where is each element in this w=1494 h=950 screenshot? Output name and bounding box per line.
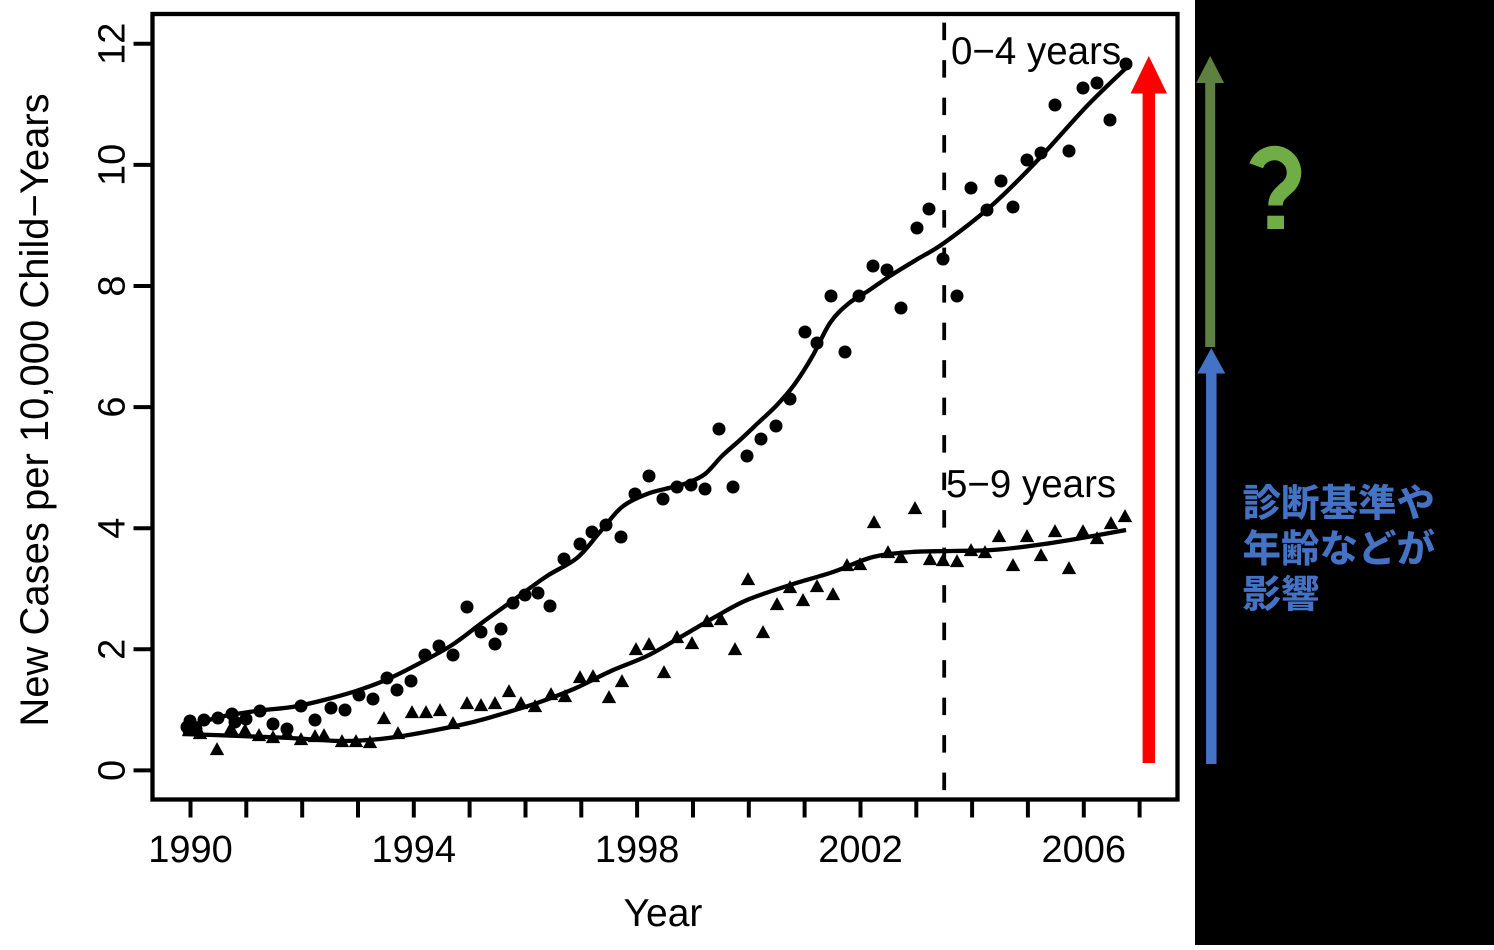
svg-text:0: 0: [92, 760, 134, 781]
svg-text:Year: Year: [624, 892, 703, 935]
svg-text:2006: 2006: [1042, 829, 1127, 871]
svg-text:4: 4: [92, 518, 134, 539]
svg-text:1998: 1998: [595, 829, 680, 871]
svg-text:10: 10: [92, 144, 134, 186]
svg-text:6: 6: [92, 397, 134, 418]
svg-text:2: 2: [92, 639, 134, 660]
svg-text:12: 12: [92, 23, 134, 65]
svg-text:8: 8: [92, 275, 134, 296]
svg-text:0−4 years: 0−4 years: [951, 30, 1121, 73]
svg-text:2002: 2002: [818, 829, 903, 871]
svg-text:1990: 1990: [148, 829, 233, 871]
svg-text:1994: 1994: [372, 829, 457, 871]
svg-text:5−9 years: 5−9 years: [946, 463, 1116, 506]
svg-text:New Cases per 10,000 Child−Yea: New Cases per 10,000 Child−Years: [13, 93, 57, 726]
